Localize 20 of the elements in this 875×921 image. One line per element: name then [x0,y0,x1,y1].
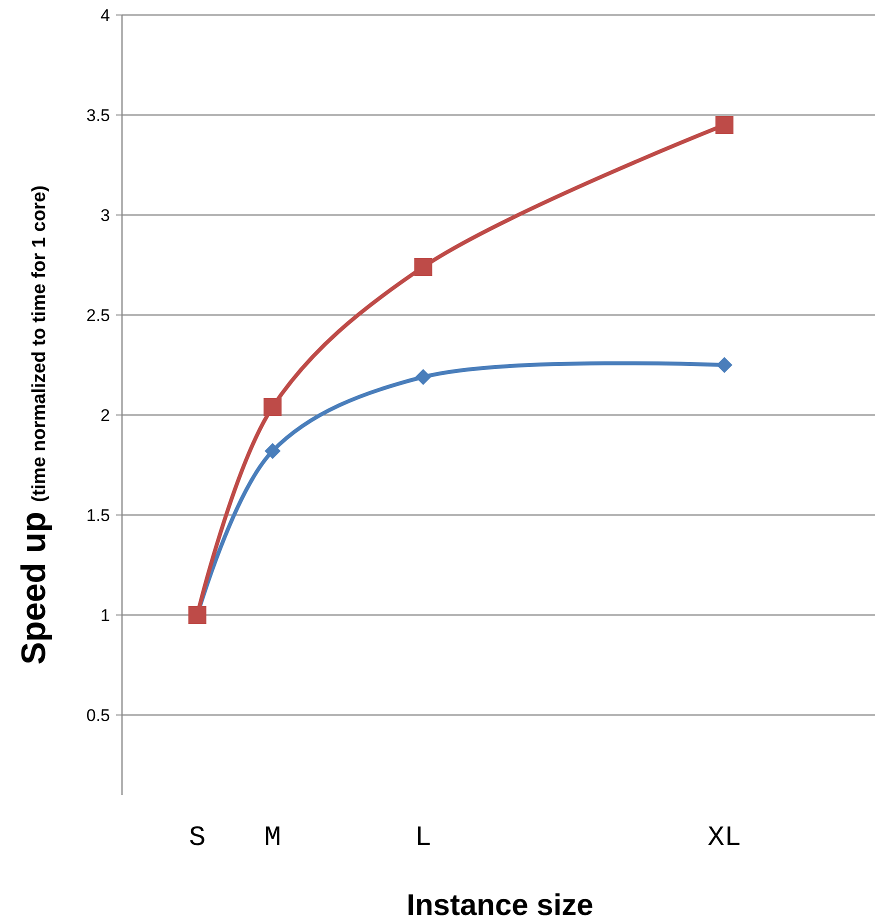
point [264,443,281,459]
y-tick-label: 1 [100,606,110,625]
x-tick-label: S [188,823,206,854]
y-axis-title: Speed up (time normalized to time for 1 core) [15,185,53,665]
x-tick-label: L [414,823,432,854]
point [415,369,432,385]
x-axis-title: Instance size [406,889,594,921]
y-tick-label: 1.5 [86,506,110,525]
x-tick-label: M [264,823,282,854]
y-tick-label: 4 [100,6,110,25]
y-tick-label: 2 [100,406,110,425]
point [264,398,282,416]
point [414,258,432,276]
y-tick-label: 0.5 [86,706,110,725]
y-tick-label: 3 [100,206,110,225]
point [715,116,734,134]
point [716,357,732,373]
y-tick-label: 3.5 [86,106,110,125]
x-tick-label: XL [708,823,742,854]
y-tick-label: 2.5 [86,306,110,325]
